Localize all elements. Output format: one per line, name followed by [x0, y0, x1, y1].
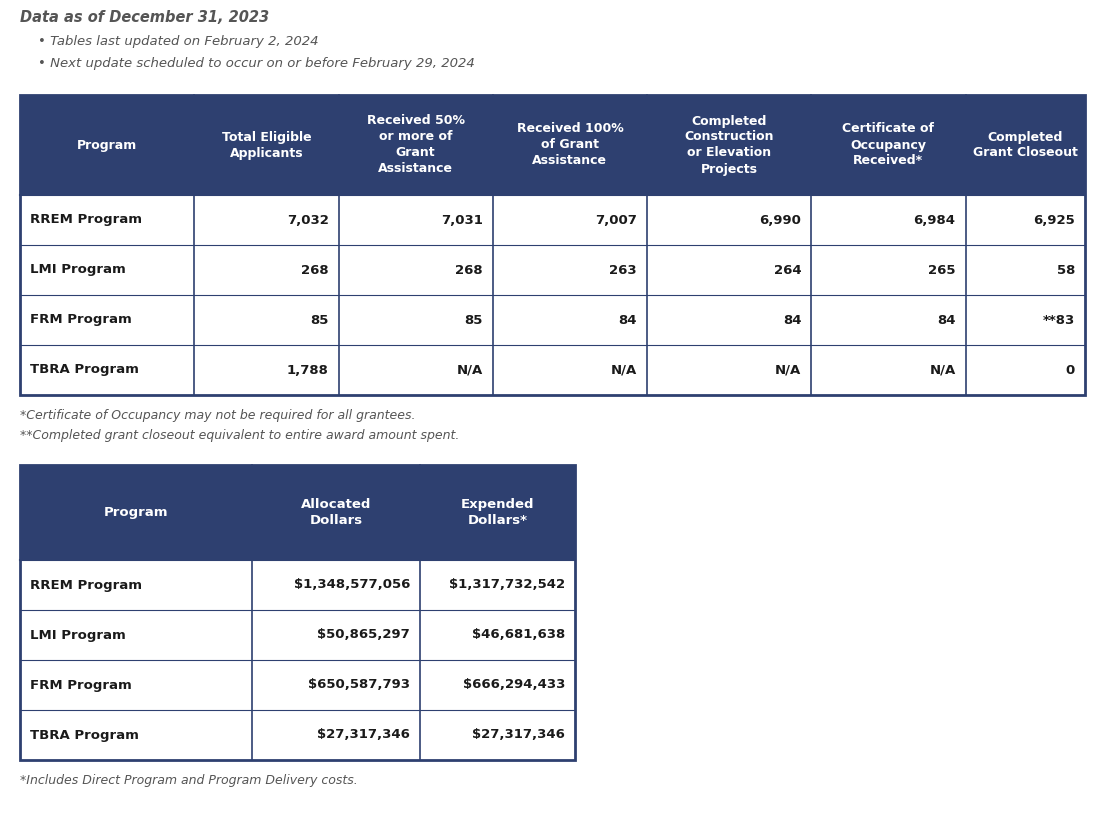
Text: • Tables last updated on February 2, 2024: • Tables last updated on February 2, 202…: [38, 35, 318, 48]
Text: LMI Program: LMI Program: [30, 263, 126, 277]
Text: **Completed grant closeout equivalent to entire award amount spent.: **Completed grant closeout equivalent to…: [20, 429, 459, 442]
Text: $27,317,346: $27,317,346: [473, 729, 565, 742]
Text: N/A: N/A: [457, 363, 482, 377]
Text: *Includes Direct Program and Program Delivery costs.: *Includes Direct Program and Program Del…: [20, 774, 358, 787]
Bar: [20, 465, 575, 560]
Text: 263: 263: [609, 263, 637, 277]
Text: TBRA Program: TBRA Program: [30, 363, 139, 377]
Text: 6,925: 6,925: [1033, 213, 1075, 226]
Text: FRM Program: FRM Program: [30, 314, 131, 326]
Text: 0: 0: [1065, 363, 1075, 377]
Text: LMI Program: LMI Program: [30, 629, 126, 642]
Text: FRM Program: FRM Program: [30, 678, 131, 691]
Text: 265: 265: [928, 263, 956, 277]
Text: N/A: N/A: [930, 363, 956, 377]
Text: RREM Program: RREM Program: [30, 213, 142, 226]
Text: 6,984: 6,984: [914, 213, 956, 226]
Bar: [20, 345, 1085, 395]
Bar: [20, 195, 1085, 245]
Text: Program: Program: [104, 506, 168, 519]
Bar: [20, 710, 575, 760]
Text: Allocated
Dollars: Allocated Dollars: [300, 498, 371, 527]
Bar: [20, 465, 575, 760]
Bar: [20, 660, 575, 710]
Bar: [20, 465, 575, 760]
Text: N/A: N/A: [611, 363, 637, 377]
Text: $1,348,577,056: $1,348,577,056: [294, 578, 410, 591]
Text: Completed
Construction
or Elevation
Projects: Completed Construction or Elevation Proj…: [684, 115, 774, 175]
Text: 268: 268: [301, 263, 329, 277]
Text: 85: 85: [465, 314, 482, 326]
Text: • Next update scheduled to occur on or before February 29, 2024: • Next update scheduled to occur on or b…: [38, 57, 475, 70]
Text: 84: 84: [937, 314, 956, 326]
Text: **83: **83: [1043, 314, 1075, 326]
Text: 6,990: 6,990: [760, 213, 802, 226]
Bar: [20, 610, 575, 660]
Text: 268: 268: [455, 263, 482, 277]
Text: $50,865,297: $50,865,297: [317, 629, 410, 642]
Text: 7,031: 7,031: [440, 213, 482, 226]
Bar: [20, 295, 1085, 345]
Text: N/A: N/A: [775, 363, 802, 377]
Text: 84: 84: [618, 314, 637, 326]
Text: Completed
Grant Closeout: Completed Grant Closeout: [973, 131, 1078, 159]
Text: Program: Program: [77, 139, 137, 151]
Text: 7,032: 7,032: [287, 213, 329, 226]
Text: Certificate of
Occupancy
Received*: Certificate of Occupancy Received*: [842, 122, 934, 168]
Text: TBRA Program: TBRA Program: [30, 729, 139, 742]
Text: 1,788: 1,788: [287, 363, 329, 377]
Text: *Certificate of Occupancy may not be required for all grantees.: *Certificate of Occupancy may not be req…: [20, 409, 415, 422]
Bar: [20, 560, 575, 610]
Bar: [20, 245, 1085, 295]
Text: Expended
Dollars*: Expended Dollars*: [460, 498, 534, 527]
Text: 85: 85: [310, 314, 329, 326]
Text: RREM Program: RREM Program: [30, 578, 142, 591]
Text: Total Eligible
Applicants: Total Eligible Applicants: [222, 131, 311, 159]
Bar: [20, 95, 1085, 395]
Text: $1,317,732,542: $1,317,732,542: [449, 578, 565, 591]
Bar: [20, 95, 1085, 395]
Text: 7,007: 7,007: [595, 213, 637, 226]
Text: Data as of December 31, 2023: Data as of December 31, 2023: [20, 10, 269, 25]
Text: $46,681,638: $46,681,638: [471, 629, 565, 642]
Text: 84: 84: [783, 314, 802, 326]
Bar: [20, 95, 1085, 195]
Text: $650,587,793: $650,587,793: [308, 678, 410, 691]
Text: $666,294,433: $666,294,433: [463, 678, 565, 691]
Text: 58: 58: [1057, 263, 1075, 277]
Text: $27,317,346: $27,317,346: [317, 729, 410, 742]
Text: 264: 264: [774, 263, 802, 277]
Text: Received 100%
of Grant
Assistance: Received 100% of Grant Assistance: [517, 122, 624, 168]
Text: Received 50%
or more of
Grant
Assistance: Received 50% or more of Grant Assistance: [367, 115, 465, 175]
